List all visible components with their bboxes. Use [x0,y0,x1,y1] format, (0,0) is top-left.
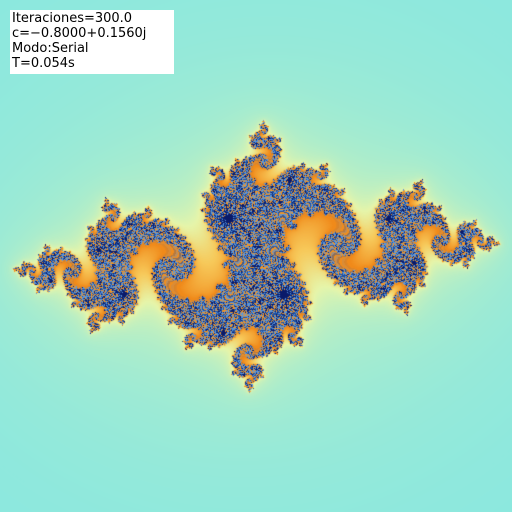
time-readout: T=0.054s [12,56,75,71]
info-overlay: Iteraciones=300.0 c=−0.8000+0.1560j Modo… [10,10,174,74]
iterations-readout: Iteraciones=300.0 [12,11,133,26]
mode-readout: Modo:Serial [12,41,89,56]
constant-readout: c=−0.8000+0.1560j [12,26,147,41]
